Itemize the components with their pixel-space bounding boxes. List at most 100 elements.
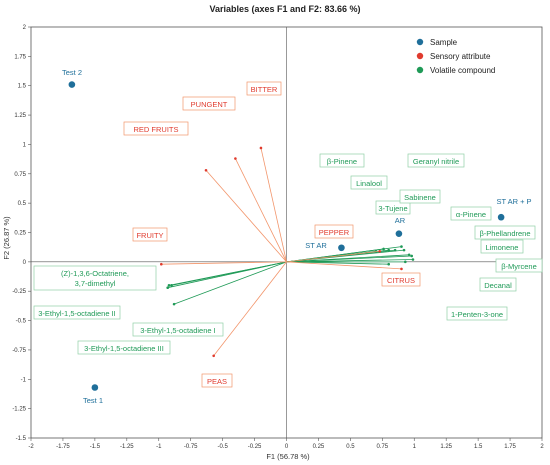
x-tick-label: -1.75 — [56, 444, 70, 450]
sensory-label-box — [314, 224, 354, 239]
sensory-vector — [235, 158, 287, 263]
volatile-label-box — [132, 322, 224, 337]
volatile-point — [402, 248, 406, 252]
sample-points — [68, 81, 505, 391]
y-tick-label: -0.75 — [12, 348, 26, 354]
sensory-point — [212, 354, 215, 358]
sensory-label: PUNGENT — [191, 100, 228, 109]
sensory-label: CITRUS — [387, 276, 415, 285]
y-tick-label: 1.75 — [14, 54, 26, 60]
sample-label: ST AR + P — [496, 197, 531, 206]
x-tick-label: -1.25 — [120, 444, 134, 450]
volatile-label: β-Pinene — [327, 157, 357, 166]
sensory-point — [400, 267, 403, 271]
x-tick-label: 0.75 — [376, 444, 388, 450]
volatile-label-box — [480, 239, 524, 254]
volatile-label-box — [450, 206, 492, 221]
x-tick-label: -0.75 — [184, 444, 198, 450]
y-tick-label: -0.5 — [16, 319, 27, 325]
volatile-label-box — [33, 265, 157, 291]
sensory-label: PEPPER — [319, 228, 350, 237]
point-labels: Test 2 Test 1 ST AR AR ST AR + P PUNGENT BITTE… — [33, 68, 543, 405]
sensory-label-box — [132, 227, 168, 242]
sensory-label: FRUITY — [136, 231, 163, 240]
volatile-point — [172, 302, 176, 306]
y-tick-label: 0 — [23, 260, 27, 266]
sample-point — [497, 213, 505, 221]
sample-point — [68, 81, 76, 88]
volatile-label: 3-Ethyl-1,5-octadiene II — [38, 309, 116, 318]
x-tick-label: 1.5 — [474, 444, 483, 450]
volatile-label: β-Phellandrene — [479, 229, 530, 238]
sensory-point — [160, 262, 163, 266]
chart-legend: Sample Sensory attribute Volatile compound — [416, 38, 495, 75]
volatile-label: 3-Tujene — [378, 204, 407, 213]
x-tick-label: 2 — [540, 444, 544, 450]
y-tick-label: -1.5 — [16, 436, 27, 442]
volatile-label-box — [375, 200, 411, 215]
legend-entry: Volatile compound — [430, 66, 495, 75]
sensory-vector — [213, 261, 287, 357]
x-tick-label: -1.5 — [90, 444, 101, 450]
volatile-point — [170, 284, 173, 287]
sample-label: Test 2 — [62, 68, 82, 77]
x-tick-label: -1 — [156, 444, 162, 450]
variable-vectors — [160, 146, 415, 358]
volatile-point — [400, 245, 403, 248]
y-tick-label: 0.25 — [14, 231, 26, 237]
x-tick-label: 0.5 — [346, 444, 355, 450]
y-tick-label: 0.75 — [14, 172, 26, 178]
sensory-vector — [161, 261, 287, 265]
sample-point — [395, 230, 403, 237]
x-tick-label: -0.5 — [217, 444, 228, 450]
sensory-vector — [260, 147, 287, 262]
volatile-label: α-Pinene — [456, 210, 486, 219]
sensory-label-box — [201, 373, 233, 388]
x-tick-label: 1.25 — [440, 444, 452, 450]
sensory-label-box — [246, 81, 282, 96]
volatile-vector — [173, 261, 287, 305]
volatile-label-box — [399, 189, 441, 204]
sensory-point — [259, 146, 263, 150]
sensory-label: BITTER — [251, 85, 278, 94]
volatile-label-box — [407, 153, 465, 168]
y-tick-label: 1.25 — [14, 113, 26, 119]
y-tick-label: 1.5 — [18, 84, 27, 90]
tick-labels: -2 -1.75 -1.5 -1.25 -1 -0.75 -0.5 -0.25 0 0.25 0.5… — [12, 25, 544, 450]
sensory-point — [378, 249, 382, 253]
volatile-point — [404, 260, 407, 264]
volatile-label-box — [479, 277, 517, 292]
volatile-label: (Z)-1,3,6-Octatriene, 3,7-dimethyl — [61, 269, 129, 288]
x-tick-label: 1 — [413, 444, 417, 450]
chart-title: Variables (axes F1 and F2: 83.66 %) — [209, 4, 360, 14]
volatile-label: β-Myrcene — [501, 262, 537, 271]
legend-entry: Sensory attribute — [430, 52, 491, 61]
sensory-label-box — [182, 96, 236, 111]
legend-marker — [416, 38, 424, 46]
x-tick-label: 0 — [285, 444, 289, 450]
y-tick-label: 2 — [23, 25, 27, 31]
volatile-label: 1-Penten-3-one — [451, 310, 503, 319]
sample-label: AR — [395, 216, 406, 225]
volatile-label-box — [446, 306, 508, 321]
x-tick-label: 0.25 — [313, 444, 325, 450]
sensory-vector — [205, 169, 287, 263]
sensory-vector — [286, 261, 402, 270]
volatile-label: 3-Ethyl-1,5-octadiene III — [84, 344, 164, 353]
volatile-label-box — [474, 225, 536, 240]
volatile-label: Sabinene — [404, 193, 436, 202]
legend-marker — [416, 52, 424, 60]
volatile-label: 3-Ethyl-1,5-octadiene I — [140, 326, 215, 335]
volatile-point — [407, 253, 411, 257]
y-tick-label: -1 — [21, 377, 27, 383]
volatile-vector — [286, 261, 389, 265]
volatile-label-box — [77, 340, 171, 355]
sensory-point — [234, 157, 237, 160]
sensory-label-box — [381, 272, 421, 287]
volatile-label: Limonene — [486, 243, 519, 252]
volatile-label: Linalool — [356, 179, 382, 188]
x-axis-label: F1 (56.78 %) — [266, 452, 310, 461]
x-tick-label: 1.75 — [504, 444, 516, 450]
sample-label: Test 1 — [83, 396, 103, 405]
